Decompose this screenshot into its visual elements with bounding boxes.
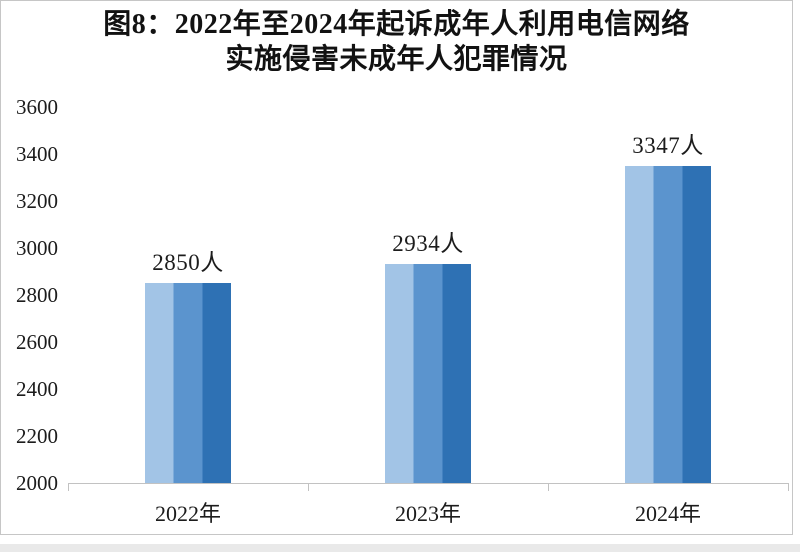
chart-title: 图8：2022年至2024年起诉成年人利用电信网络 实施侵害未成年人犯罪情况 bbox=[1, 7, 792, 77]
chart-title-line2: 实施侵害未成年人犯罪情况 bbox=[225, 44, 568, 75]
y-axis-label: 2600 bbox=[16, 330, 58, 354]
x-axis-tick bbox=[788, 483, 789, 491]
y-axis-label: 2400 bbox=[16, 377, 58, 401]
bar-value-label: 2850人 bbox=[152, 250, 224, 276]
bottom-strip bbox=[0, 544, 800, 552]
x-axis-label: 2022年 bbox=[154, 501, 221, 526]
y-axis-label: 2800 bbox=[16, 283, 58, 307]
bar-2022年 bbox=[145, 283, 231, 483]
x-axis-tick bbox=[548, 483, 549, 491]
y-axis-label: 2000 bbox=[16, 471, 58, 495]
y-axis-label: 3200 bbox=[16, 189, 58, 213]
x-axis-label: 2023年 bbox=[394, 501, 461, 526]
x-axis-label: 2024年 bbox=[634, 501, 701, 526]
bar-value-label: 3347人 bbox=[632, 133, 704, 159]
x-axis-tick bbox=[68, 483, 69, 491]
y-axis-label: 2200 bbox=[16, 424, 58, 448]
y-axis-label: 3400 bbox=[16, 142, 58, 166]
y-axis-label: 3000 bbox=[16, 236, 58, 260]
bar-2023年 bbox=[385, 263, 471, 483]
y-axis-label: 3600 bbox=[16, 95, 58, 119]
plot-area: 2000 2200 2400 2600 2800 3000 3200 3400 3600 2850… bbox=[16, 95, 789, 526]
x-axis-baseline bbox=[68, 483, 788, 484]
bar-value-label: 2934人 bbox=[392, 230, 464, 256]
bar-2024年 bbox=[625, 166, 711, 483]
x-axis-tick bbox=[308, 483, 309, 491]
chart-title-line1: 图8：2022年至2024年起诉成年人利用电信网络 bbox=[103, 9, 690, 40]
